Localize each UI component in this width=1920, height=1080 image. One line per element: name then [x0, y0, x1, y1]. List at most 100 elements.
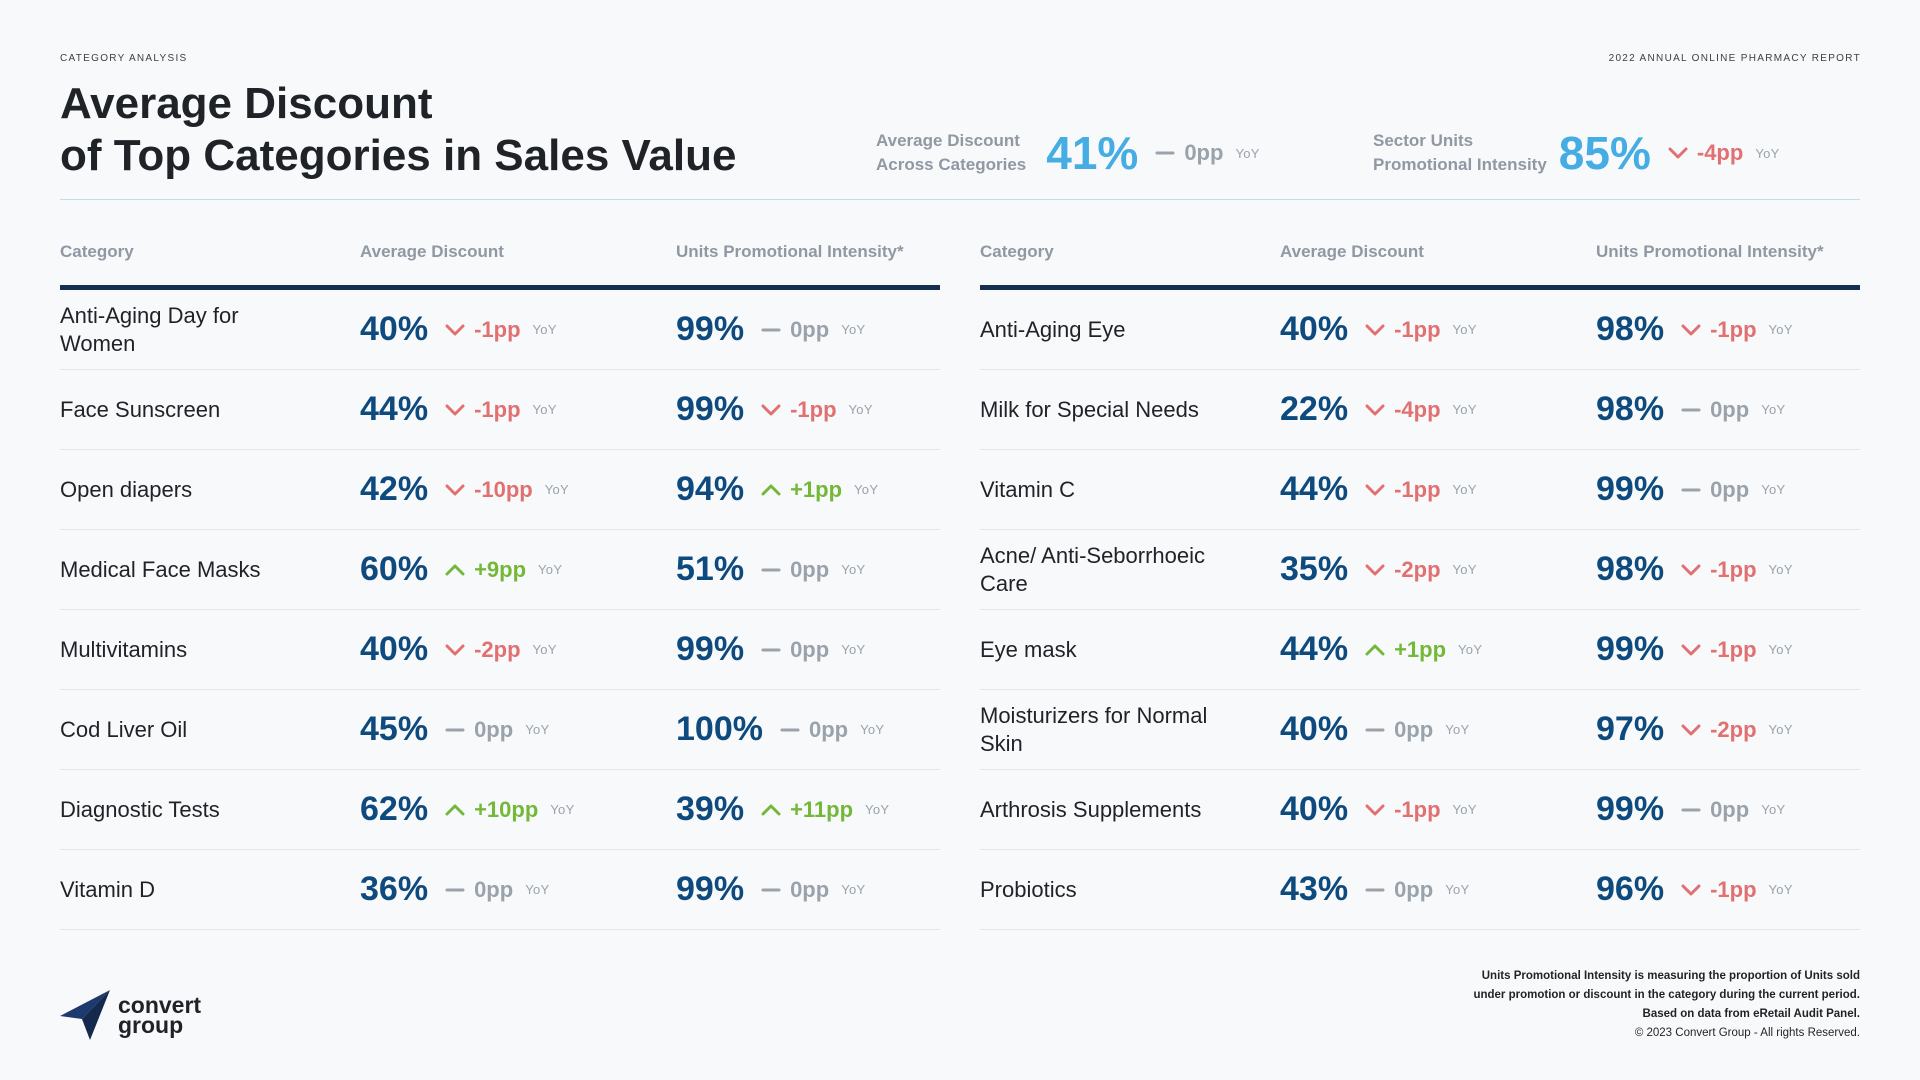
delta-indicator: -1pp YoY [1680, 317, 1793, 343]
units-promo-cell: 98% -1pp YoY [1596, 530, 1793, 609]
average-discount-value: 40% [1280, 790, 1349, 828]
average-discount-value: 43% [1280, 870, 1349, 908]
delta-indicator: 0pp YoY [444, 717, 549, 743]
chevron-down-icon [1680, 560, 1702, 580]
column-header-units-promo: Units Promotional Intensity* [676, 242, 904, 261]
header-divider [60, 199, 1860, 200]
chevron-down-icon [1364, 400, 1386, 420]
yoy-label: YoY [1452, 562, 1477, 577]
average-discount-cell: 40% -1pp YoY [1280, 290, 1477, 369]
delta-value: 0pp [790, 876, 830, 902]
average-discount-value: 40% [1280, 710, 1349, 748]
eyebrow-right: 2022 ANNUAL ONLINE PHARMACY REPORT [1608, 53, 1861, 64]
chevron-up-icon [444, 800, 466, 820]
chevron-down-icon [1364, 800, 1386, 820]
category-name: Open diapers [60, 476, 193, 502]
units-promo-cell: 99% -1pp YoY [1596, 610, 1793, 689]
delta-indicator: +1pp YoY [1364, 637, 1482, 663]
title-line-2: of Top Categories in Sales Value [60, 131, 737, 180]
yoy-label: YoY [865, 802, 890, 817]
table-row: Probiotics 43% 0pp YoY 96% -1pp YoY [980, 850, 1860, 930]
units-promo-cell: 99% 0pp YoY [1596, 450, 1785, 529]
dash-icon [1680, 400, 1702, 420]
dash-icon [444, 880, 466, 900]
delta-value: 0pp [1394, 876, 1434, 902]
kpi-sector-promo-intensity: Sector Units Promotional Intensity 85% -… [1373, 126, 1780, 180]
yoy-label: YoY [841, 882, 866, 897]
category-name: Cod Liver Oil [60, 716, 188, 742]
dash-icon [1364, 880, 1386, 900]
delta-value: -1pp [1394, 796, 1441, 822]
yoy-label: YoY [848, 402, 873, 417]
chevron-down-icon [1667, 143, 1689, 163]
table-row: Acne/ Anti-Seborrhoeic Care 35% -2pp YoY 98%… [980, 530, 1860, 610]
yoy-label: YoY [532, 642, 557, 657]
chevron-down-icon [444, 480, 466, 500]
kpi-label-line-1: Sector Units [1373, 131, 1474, 150]
delta-value: +1pp [1394, 636, 1447, 662]
delta-indicator: 0pp YoY [1364, 717, 1469, 743]
footnote-line-1: Units Promotional Intensity is measuring… [1481, 970, 1860, 982]
column-header-average-discount: Average Discount [360, 242, 504, 261]
average-discount-cell: 44% -1pp YoY [360, 370, 557, 449]
dash-icon [1680, 480, 1702, 500]
units-promo-value: 51% [676, 550, 745, 588]
category-name: Milk for Special Needs [980, 396, 1199, 422]
units-promo-value: 96% [1596, 870, 1665, 908]
chevron-up-icon [1364, 640, 1386, 660]
delta-value: -1pp [1394, 316, 1441, 342]
kpi-average-discount: Average Discount Across Categories 41% 0… [876, 126, 1260, 180]
delta-value: 0pp [1710, 476, 1750, 502]
units-promo-cell: 94% +1pp YoY [676, 450, 878, 529]
yoy-label: YoY [1445, 722, 1470, 737]
kpi-delta: 0pp YoY [1154, 140, 1259, 166]
chevron-down-icon [1680, 720, 1702, 740]
delta-value: -2pp [474, 636, 521, 662]
units-promo-value: 94% [676, 470, 745, 508]
delta-value: 0pp [790, 636, 830, 662]
copyright: © 2023 Convert Group - All rights Reserv… [1634, 1027, 1860, 1039]
yoy-label: YoY [1458, 642, 1483, 657]
yoy-label: YoY [1445, 882, 1470, 897]
units-promo-cell: 98% 0pp YoY [1596, 370, 1785, 449]
yoy-label: YoY [1768, 562, 1793, 577]
delta-indicator: -1pp YoY [1680, 557, 1793, 583]
yoy-label: YoY [1768, 322, 1793, 337]
kpi-label-line-2: Promotional Intensity [1373, 155, 1547, 174]
yoy-label: YoY [538, 562, 563, 577]
logo-line-2: group [118, 1012, 184, 1038]
kpi-value: 41% [1046, 127, 1139, 179]
delta-value: -1pp [1710, 636, 1757, 662]
brand-logo: convert group [60, 990, 201, 1040]
delta-indicator: +1pp YoY [760, 477, 878, 503]
units-promo-value: 99% [676, 310, 745, 348]
yoy-label: YoY [525, 882, 550, 897]
delta-value: +10pp [474, 796, 539, 822]
units-promo-cell: 99% 0pp YoY [1596, 770, 1785, 849]
delta-indicator: 0pp YoY [444, 877, 549, 903]
table-header: Category Average Discount Units Promotio… [980, 235, 1860, 290]
units-promo-cell: 99% -1pp YoY [676, 370, 873, 449]
category-name: Arthrosis Supplements [980, 796, 1202, 822]
table-row: Eye mask 44% +1pp YoY 99% -1pp YoY [980, 610, 1860, 690]
average-discount-value: 62% [360, 790, 429, 828]
delta-value: 0pp [1184, 140, 1224, 165]
delta-indicator: 0pp YoY [760, 637, 865, 663]
category-name: Eye mask [980, 636, 1077, 662]
average-discount-cell: 43% 0pp YoY [1280, 850, 1469, 929]
delta-value: -1pp [1710, 876, 1757, 902]
category-name: Acne/ Anti-Seborrhoeic Care [980, 542, 1206, 596]
units-promo-value: 99% [676, 630, 745, 668]
units-promo-value: 99% [1596, 790, 1665, 828]
yoy-label: YoY [860, 722, 885, 737]
yoy-label: YoY [841, 642, 866, 657]
average-discount-value: 35% [1280, 550, 1349, 588]
chevron-up-icon [760, 800, 782, 820]
yoy-label: YoY [841, 562, 866, 577]
chevron-down-icon [1364, 480, 1386, 500]
kpi-delta: -4pp YoY [1667, 140, 1780, 166]
delta-indicator: -1pp YoY [1364, 797, 1477, 823]
category-name: Probiotics [980, 876, 1077, 902]
delta-value: -1pp [790, 396, 837, 422]
yoy-label: YoY [544, 482, 570, 497]
